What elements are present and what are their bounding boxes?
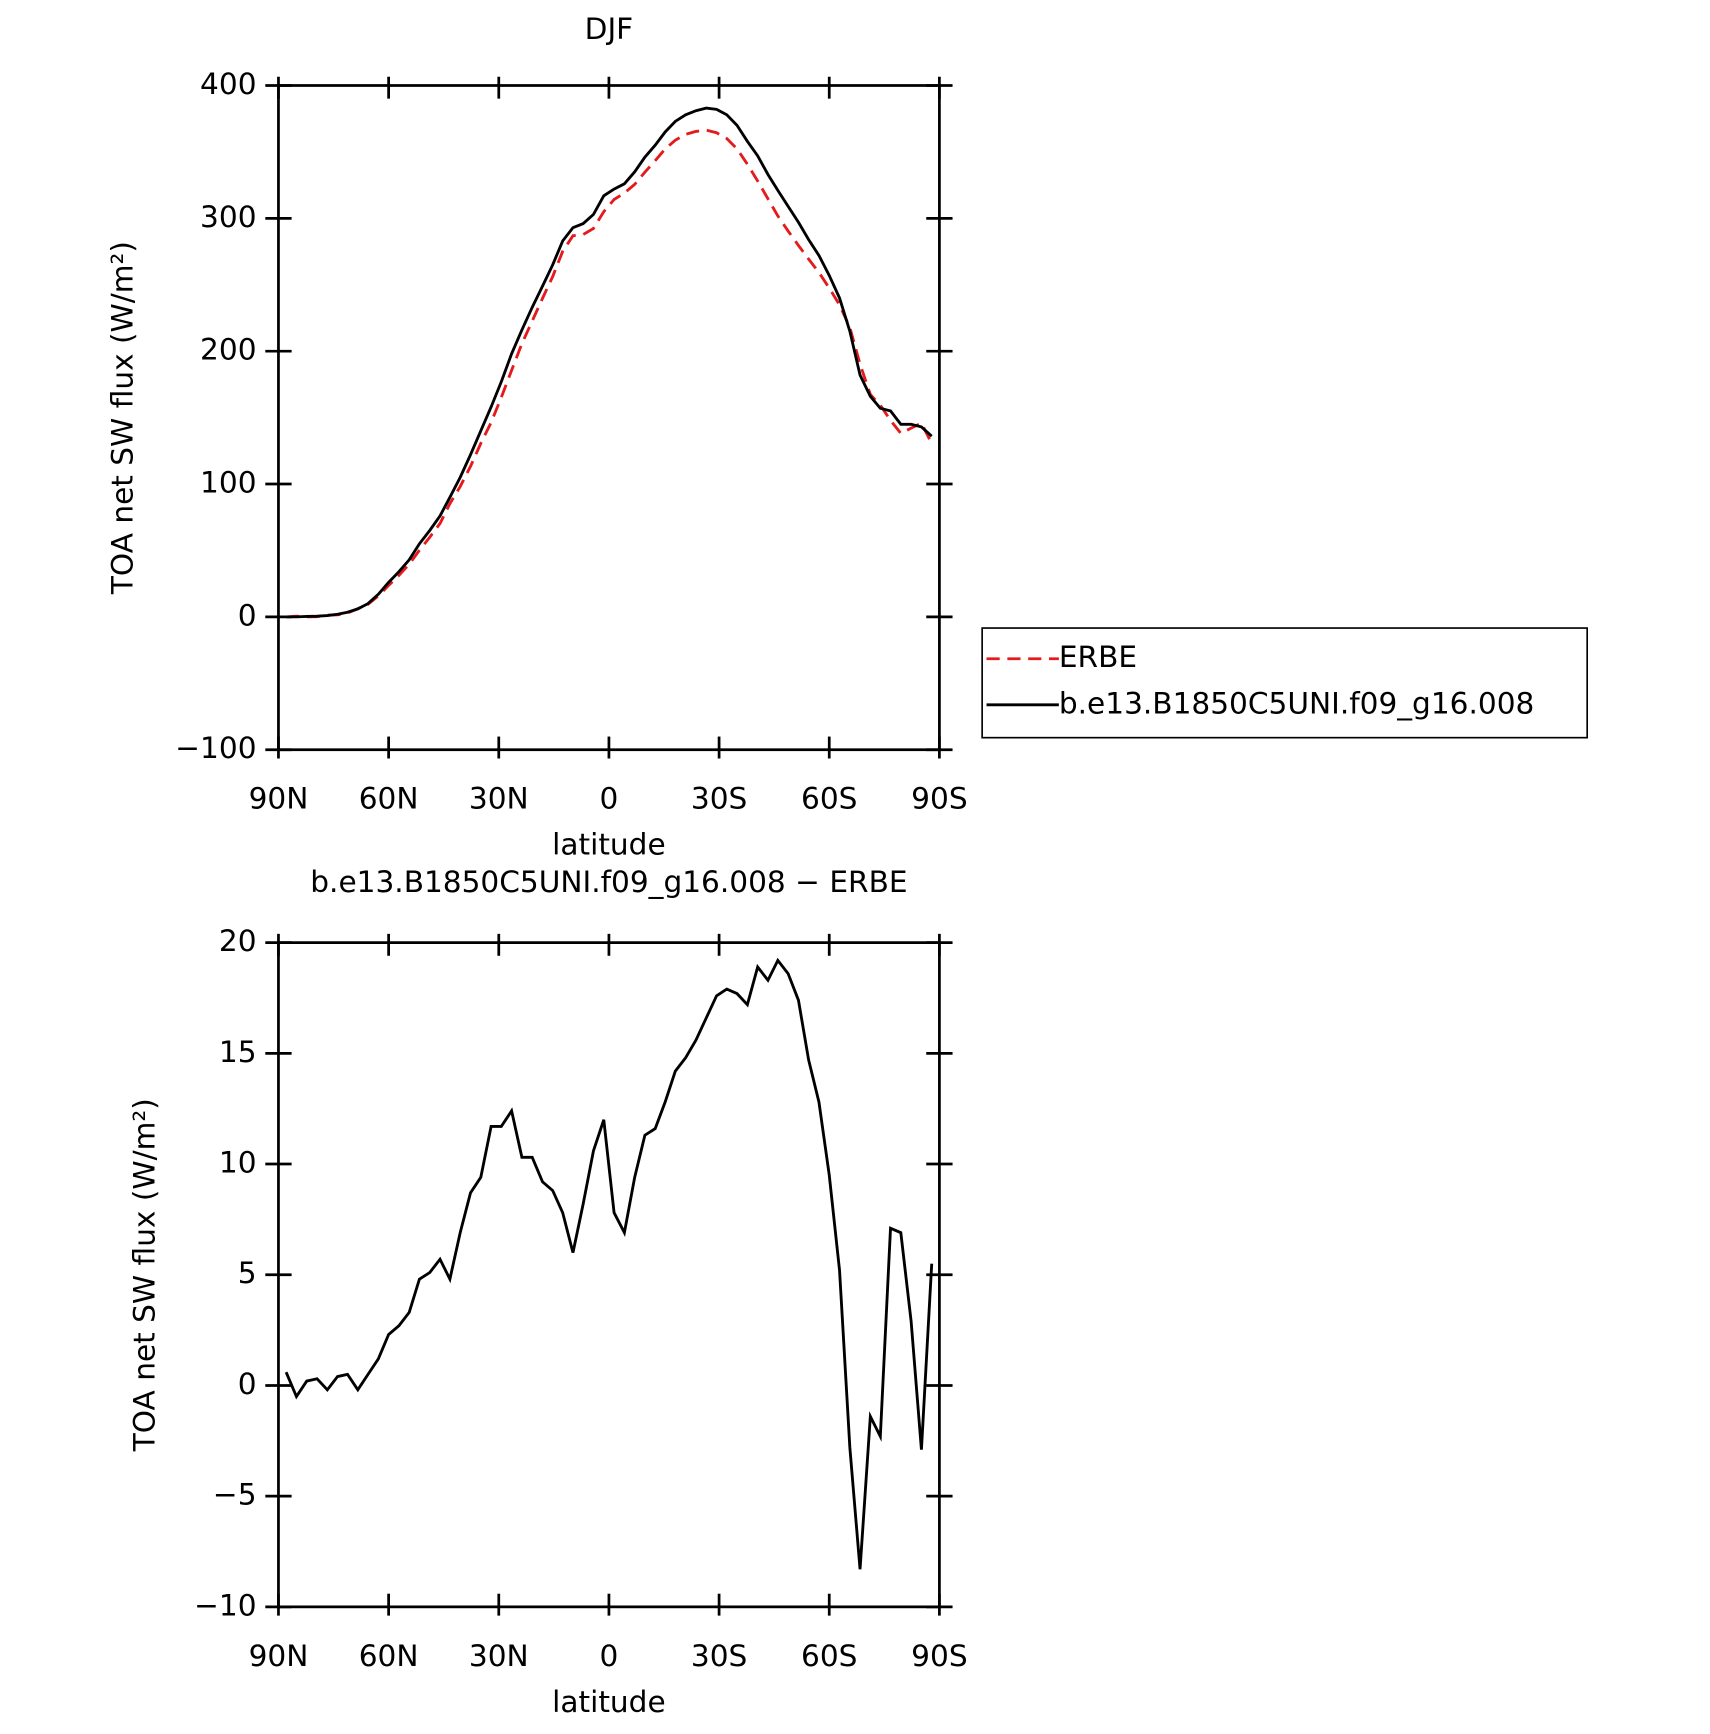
data-line	[286, 106, 933, 619]
y-tick-label: 0	[238, 598, 257, 632]
y-tick-label: 300	[200, 200, 256, 234]
y-tick-label: −5	[213, 1478, 257, 1512]
y-axis-label: TOA net SW flux (W/m²)	[105, 241, 139, 595]
x-tick-label: 60N	[359, 1639, 419, 1673]
y-tick-label: 5	[238, 1256, 257, 1290]
x-tick-label: 60N	[359, 782, 419, 816]
plot-frame	[277, 84, 941, 752]
chart-title: DJF	[585, 12, 634, 46]
x-axis-label: latitude	[552, 1685, 665, 1719]
y-tick-label: 0	[238, 1367, 257, 1401]
y-tick-label: 15	[219, 1035, 257, 1069]
x-tick-label: 90S	[911, 1639, 967, 1673]
y-tick-label: −100	[175, 731, 256, 765]
data-line	[284, 957, 934, 1570]
x-tick-label: 90N	[249, 782, 309, 816]
y-tick-label: 200	[200, 333, 256, 367]
x-tick-label: 0	[600, 782, 619, 816]
y-tick-label: 10	[219, 1146, 257, 1180]
y-tick-label: 100	[200, 466, 256, 500]
x-tick-label: 0	[600, 1639, 619, 1673]
x-axis-label: latitude	[552, 828, 665, 862]
y-tick-label: 20	[219, 924, 257, 958]
legend-box	[981, 627, 1589, 739]
x-tick-label: 90S	[911, 782, 967, 816]
data-line	[286, 128, 933, 619]
chart-title: b.e13.B1850C5UNI.f09_g16.008 − ERBE	[310, 865, 907, 899]
x-tick-label: 30S	[691, 1639, 747, 1673]
legend-label: b.e13.B1850C5UNI.f09_g16.008	[1059, 686, 1534, 720]
x-tick-label: 60S	[801, 782, 857, 816]
x-tick-label: 30N	[469, 782, 529, 816]
y-tick-label: 400	[200, 67, 256, 101]
y-axis-label: TOA net SW flux (W/m²)	[127, 1098, 161, 1452]
x-tick-label: 60S	[801, 1639, 857, 1673]
legend-label: ERBE	[1059, 640, 1137, 674]
y-tick-label: −10	[194, 1588, 256, 1622]
x-tick-label: 30S	[691, 782, 747, 816]
x-tick-label: 30N	[469, 1639, 529, 1673]
x-tick-label: 90N	[249, 1639, 309, 1673]
